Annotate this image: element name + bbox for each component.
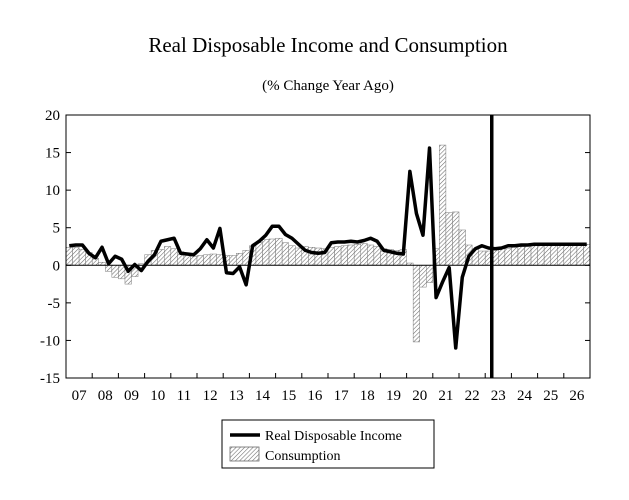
x-tick-label: 16 bbox=[307, 388, 323, 404]
y-tick-label: -15 bbox=[40, 371, 60, 387]
legend-consumption-label: Consumption bbox=[265, 449, 340, 464]
consumption-bar bbox=[216, 254, 224, 266]
consumption-bar bbox=[412, 265, 420, 343]
consumption-bar bbox=[563, 244, 571, 266]
y-tick-label: 0 bbox=[53, 258, 61, 274]
consumption-bar bbox=[314, 247, 322, 266]
chart-subtitle: (% Change Year Ago) bbox=[262, 78, 394, 94]
consumption-bar bbox=[65, 247, 73, 266]
x-tick-label: 17 bbox=[334, 388, 350, 404]
consumption-bar bbox=[583, 244, 591, 266]
consumption-bar bbox=[190, 256, 198, 266]
consumption-bar bbox=[478, 250, 486, 266]
x-tick-label: 11 bbox=[177, 388, 191, 404]
consumption-bar bbox=[550, 244, 558, 266]
consumption-bar bbox=[268, 238, 276, 266]
consumption-bar bbox=[517, 246, 525, 266]
consumption-bar bbox=[340, 245, 348, 266]
consumption-bar bbox=[203, 254, 211, 266]
x-tick-label: 23 bbox=[491, 388, 506, 404]
x-tick-label: 19 bbox=[386, 388, 401, 404]
x-tick-label: 09 bbox=[124, 388, 139, 404]
x-tick-label: 10 bbox=[150, 388, 165, 404]
consumption-bar bbox=[452, 211, 460, 266]
consumption-bar bbox=[164, 246, 172, 266]
consumption-bar bbox=[445, 212, 453, 266]
consumption-bar bbox=[543, 244, 551, 266]
chart-title: Real Disposable Income and Consumption bbox=[148, 33, 508, 57]
x-tick-label: 13 bbox=[229, 388, 244, 404]
x-tick-label: 26 bbox=[569, 388, 585, 404]
y-tick-label: 5 bbox=[53, 221, 61, 237]
y-tick-label: 15 bbox=[45, 146, 60, 162]
x-tick-label: 20 bbox=[412, 388, 427, 404]
consumption-bar bbox=[360, 243, 368, 266]
y-tick-label: -5 bbox=[48, 296, 61, 312]
consumption-bar bbox=[458, 229, 466, 266]
consumption-bar bbox=[78, 249, 86, 266]
y-tick-label: 20 bbox=[45, 108, 60, 124]
consumption-bar bbox=[439, 144, 447, 266]
consumption-bar bbox=[236, 253, 244, 266]
consumption-bar bbox=[170, 248, 178, 266]
consumption-bar bbox=[426, 265, 434, 283]
x-tick-label: 22 bbox=[465, 388, 480, 404]
consumption-bar bbox=[576, 244, 584, 266]
consumption-bar bbox=[373, 246, 381, 266]
legend-income-label: Real Disposable Income bbox=[265, 429, 402, 444]
consumption-bar bbox=[157, 249, 165, 266]
consumption-bar bbox=[281, 242, 289, 266]
consumption-bar bbox=[530, 244, 538, 266]
consumption-bar bbox=[511, 247, 519, 266]
consumption-bar bbox=[498, 248, 506, 266]
consumption-bar bbox=[209, 253, 217, 266]
consumption-bar bbox=[327, 247, 335, 266]
x-tick-label: 18 bbox=[360, 388, 375, 404]
x-tick-label: 21 bbox=[438, 388, 453, 404]
consumption-bar bbox=[105, 265, 113, 272]
x-tick-label: 15 bbox=[281, 388, 296, 404]
consumption-bar bbox=[419, 265, 427, 288]
consumption-bar bbox=[72, 247, 80, 266]
y-tick-label: 10 bbox=[45, 183, 60, 199]
x-tick-label: 12 bbox=[203, 388, 218, 404]
y-tick-label: -10 bbox=[40, 333, 60, 349]
income-line bbox=[69, 146, 587, 350]
consumption-bar bbox=[183, 254, 191, 266]
y-axis: 20 15 10 5 0 -5 -10 -15 bbox=[40, 108, 590, 387]
legend-consumption-swatch bbox=[229, 446, 260, 462]
consumption-bar bbox=[275, 237, 283, 266]
x-tick-label: 07 bbox=[72, 388, 88, 404]
consumption-bar bbox=[537, 244, 545, 266]
consumption-bar bbox=[334, 246, 342, 266]
consumption-bar bbox=[262, 239, 270, 266]
legend: Real Disposable Income Consumption bbox=[221, 419, 435, 469]
income-line-group bbox=[69, 146, 587, 350]
consumption-bar bbox=[524, 245, 532, 266]
consumption-bar bbox=[367, 244, 375, 266]
consumption-bar bbox=[557, 244, 565, 266]
x-tick-label: 14 bbox=[255, 388, 271, 404]
x-tick-label: 24 bbox=[517, 388, 533, 404]
consumption-bar bbox=[255, 242, 263, 266]
consumption-bar bbox=[111, 265, 119, 278]
x-tick-label: 25 bbox=[543, 388, 558, 404]
consumption-bar bbox=[347, 244, 355, 266]
x-axis: 07 08 09 10 11 12 13 14 15 16 17 18 19 20 21 22 23 24 25 26 bbox=[65, 373, 591, 404]
x-tick-label: 08 bbox=[98, 388, 113, 404]
consumption-bar bbox=[91, 258, 99, 266]
consumption-bar bbox=[288, 245, 296, 266]
consumption-bar bbox=[196, 255, 204, 266]
consumption-bar bbox=[295, 247, 303, 266]
consumption-bar bbox=[504, 248, 512, 266]
consumption-bar bbox=[229, 255, 237, 266]
consumption-bar bbox=[353, 244, 362, 266]
consumption-bar bbox=[570, 244, 578, 266]
consumption-bar bbox=[118, 265, 126, 280]
